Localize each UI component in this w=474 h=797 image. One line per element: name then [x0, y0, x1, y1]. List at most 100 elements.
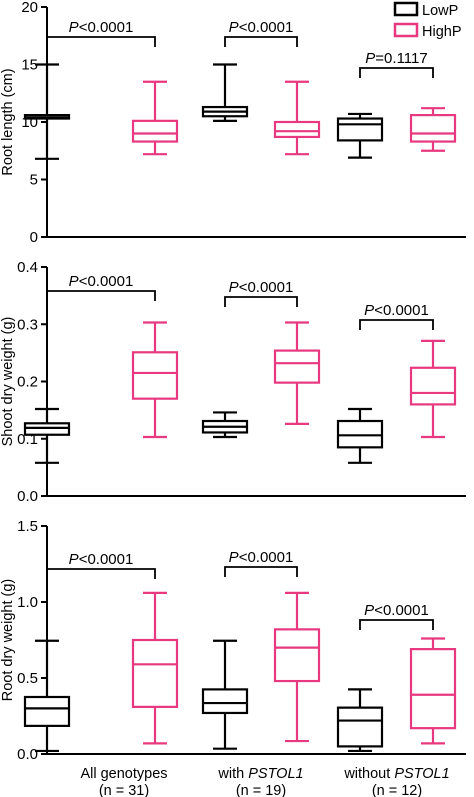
p-value: =0.1117 — [375, 50, 427, 67]
significance-label: P<0.0001 — [69, 273, 134, 290]
category-n-all: (n = 31) — [99, 783, 149, 797]
box-lowp-with — [201, 639, 249, 750]
significance-label: P<0.0001 — [229, 279, 294, 296]
y-tick-label: 0.5 — [17, 670, 38, 687]
significance-all: P<0.0001 — [46, 19, 156, 47]
significance-label: P<0.0001 — [364, 302, 429, 319]
box-highp-all — [131, 80, 179, 156]
category-label-with-gene: PSTOL1 — [248, 766, 303, 782]
box-highp-without — [409, 107, 457, 152]
p-value: <0.0001 — [239, 549, 294, 566]
box-highp-all — [131, 591, 179, 745]
box-lowp-with — [201, 411, 249, 439]
y-tick-label: 5 — [30, 172, 38, 189]
p-symbol: P — [364, 302, 374, 319]
y-tick-label: 15 — [21, 57, 38, 74]
p-value: <0.0001 — [239, 279, 294, 296]
significance-bracket — [224, 36, 298, 47]
significance-without: P<0.0001 — [359, 602, 434, 630]
box-lowp-without — [336, 112, 384, 159]
significance-label: P<0.0001 — [229, 19, 294, 36]
significance-bracket — [359, 67, 434, 78]
box-highp-with — [273, 80, 321, 156]
p-symbol: P — [365, 50, 375, 67]
box-lowp-all — [23, 639, 71, 753]
significance-bracket — [46, 36, 156, 47]
p-value: <0.0001 — [374, 602, 429, 619]
p-symbol: P — [69, 273, 79, 290]
significance-with: P<0.0001 — [224, 19, 298, 47]
box-iqr — [273, 349, 321, 384]
box-iqr — [409, 366, 457, 406]
significance-without: P<0.0001 — [359, 302, 434, 330]
box-iqr — [336, 117, 384, 142]
category-n-with: (n = 19) — [236, 783, 286, 797]
x-category-labels: All genotypes (n = 31) with PSTOL1 (n = … — [80, 766, 449, 797]
y-tick-label: 20 — [21, 0, 38, 16]
box-iqr — [273, 120, 321, 139]
p-value: <0.0001 — [374, 302, 429, 319]
category-label-with: with PSTOL1 — [217, 766, 303, 782]
category-label-all: All genotypes — [80, 766, 167, 782]
y-axis-title: Root length (cm) — [0, 68, 16, 175]
y-tick-label: 0 — [30, 229, 38, 246]
box-iqr — [336, 706, 384, 748]
category-n-without: (n = 12) — [372, 783, 422, 797]
significance-label: P<0.0001 — [229, 549, 294, 566]
p-value: <0.0001 — [239, 19, 294, 36]
y-tick-label: 0.0 — [17, 746, 38, 763]
significance-label: P<0.0001 — [69, 551, 134, 568]
y-tick-label: 0.2 — [17, 374, 38, 391]
category-label-without-prefix: without — [343, 766, 394, 782]
box-iqr — [273, 628, 321, 683]
p-value: <0.0001 — [79, 273, 134, 290]
box-highp-without — [409, 637, 457, 745]
significance-label: P<0.0001 — [364, 602, 429, 619]
y-axis-title: Root dry weight (g) — [0, 579, 16, 702]
y-tick-label: 0.0 — [17, 488, 38, 505]
p-symbol: P — [69, 19, 79, 36]
box-iqr — [201, 688, 249, 715]
box-lowp-without — [336, 407, 384, 464]
legend: LowP HighP — [393, 1, 462, 40]
y-tick-label: 1.0 — [17, 594, 38, 611]
significance-bracket — [46, 290, 156, 301]
legend-label-highp: HighP — [422, 24, 462, 40]
significance-bracket — [224, 566, 298, 577]
significance-label: P<0.0001 — [69, 19, 134, 36]
significance-label: P=0.1117 — [365, 50, 427, 67]
y-tick-label: 0.3 — [17, 316, 38, 333]
category-label-without-gene: PSTOL1 — [394, 766, 449, 782]
box-lowp-with — [201, 63, 249, 122]
significance-without: P=0.1117 — [359, 50, 434, 78]
box-iqr — [131, 119, 179, 143]
p-symbol: P — [364, 602, 374, 619]
p-symbol: P — [229, 549, 239, 566]
significance-with: P<0.0001 — [224, 549, 298, 577]
y-tick-label: 0.4 — [17, 259, 38, 276]
box-iqr — [23, 422, 71, 436]
box-iqr — [336, 419, 384, 449]
box-highp-without — [409, 339, 457, 439]
significance-all: P<0.0001 — [46, 551, 156, 579]
box-iqr — [23, 695, 71, 727]
box-iqr — [131, 638, 179, 708]
p-symbol: P — [229, 279, 239, 296]
significance-bracket — [46, 568, 156, 579]
significance-bracket — [224, 296, 298, 307]
legend-label-lowp: LowP — [422, 3, 458, 19]
significance-bracket — [359, 319, 434, 330]
significance-all: P<0.0001 — [46, 273, 156, 301]
box-highp-with — [273, 321, 321, 425]
box-highp-with — [273, 591, 321, 743]
significance-with: P<0.0001 — [224, 279, 298, 307]
y-axis-title: Shoot dry weight (g) — [0, 317, 16, 447]
category-label-all-line1: All genotypes — [80, 766, 167, 782]
y-tick-label: 1.5 — [17, 518, 38, 535]
category-label-with-prefix: with — [217, 766, 248, 782]
